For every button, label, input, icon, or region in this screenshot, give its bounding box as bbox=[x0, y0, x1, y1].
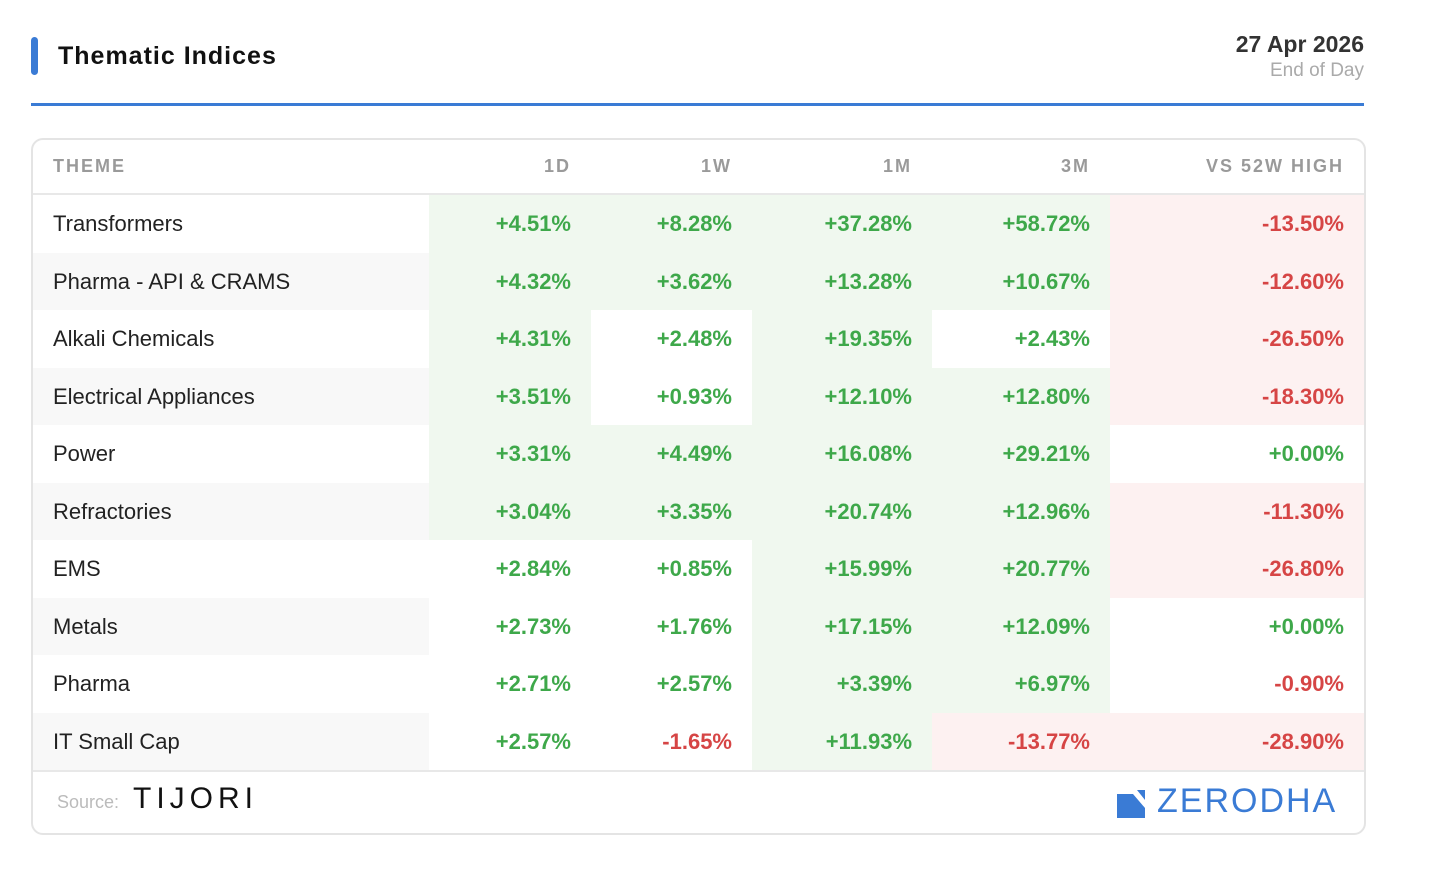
report-date-note: End of Day bbox=[1270, 60, 1364, 81]
column-header-1m[interactable]: 1M bbox=[882, 156, 912, 176]
value-cell-1w: +1.76% bbox=[591, 597, 752, 655]
value-cell-1m: +3.39% bbox=[752, 655, 932, 713]
value-cell-3m: +20.77% bbox=[932, 540, 1110, 598]
value-cell-1d: +2.71% bbox=[429, 655, 591, 713]
value-cell-1m: +20.74% bbox=[752, 482, 932, 540]
report-date: 27 Apr 2026 bbox=[1235, 31, 1364, 57]
value-cell-1m: +19.35% bbox=[752, 310, 932, 368]
value-cell-1d: +2.84% bbox=[429, 540, 591, 598]
value-cell-vs-52w-high: +0.00% bbox=[1110, 597, 1364, 655]
theme-name-cell: Pharma - API & CRAMS bbox=[33, 252, 429, 310]
value-cell-vs-52w-high: -26.50% bbox=[1110, 310, 1364, 368]
table-row[interactable]: Metals +2.73% +1.76% +17.15% +12.09% +0.00% bbox=[33, 597, 1364, 655]
theme-name-cell: Refractories bbox=[33, 482, 429, 540]
header-divider bbox=[31, 103, 1364, 106]
theme-name-cell: Alkali Chemicals bbox=[33, 310, 429, 368]
theme-name-cell: Power bbox=[33, 425, 429, 483]
value-cell-1w: +8.28% bbox=[591, 195, 752, 253]
table-row[interactable]: Power +3.31% +4.49% +16.08% +29.21% +0.00% bbox=[33, 425, 1364, 483]
value-cell-3m: +2.43% bbox=[932, 310, 1110, 368]
value-cell-1d: +4.51% bbox=[429, 195, 591, 253]
value-cell-3m: +29.21% bbox=[932, 425, 1110, 483]
value-cell-3m: +6.97% bbox=[932, 655, 1110, 713]
value-cell-vs-52w-high: -13.50% bbox=[1110, 195, 1364, 253]
value-cell-1w: +3.62% bbox=[591, 252, 752, 310]
value-cell-1m: +16.08% bbox=[752, 425, 932, 483]
title-accent-bar bbox=[31, 37, 38, 75]
value-cell-vs-52w-high: -12.60% bbox=[1110, 252, 1364, 310]
theme-name-cell: Pharma bbox=[33, 655, 429, 713]
theme-name-cell: Electrical Appliances bbox=[33, 367, 429, 425]
value-cell-1d: +2.57% bbox=[429, 712, 591, 770]
theme-name-cell: IT Small Cap bbox=[33, 712, 429, 770]
source-label: Source: bbox=[57, 792, 120, 812]
source-logo-tijori: TIJORI bbox=[133, 782, 258, 815]
table-row[interactable]: Refractories +3.04% +3.35% +20.74% +12.96% -1… bbox=[33, 482, 1364, 540]
column-header-1w[interactable]: 1W bbox=[701, 156, 732, 176]
column-header-theme[interactable]: THEME bbox=[53, 156, 126, 176]
value-cell-3m: +10.67% bbox=[932, 252, 1110, 310]
value-cell-1w: +0.85% bbox=[591, 540, 752, 598]
table-row[interactable]: Electrical Appliances +3.51% +0.93% +12.10%… bbox=[33, 367, 1364, 425]
value-cell-1m: +37.28% bbox=[752, 195, 932, 253]
value-cell-vs-52w-high: +0.00% bbox=[1110, 425, 1364, 483]
value-cell-3m: +12.80% bbox=[932, 367, 1110, 425]
zerodha-logo-icon bbox=[1117, 790, 1145, 818]
value-cell-1w: +2.48% bbox=[591, 310, 752, 368]
value-cell-3m: +12.09% bbox=[932, 597, 1110, 655]
value-cell-vs-52w-high: -11.30% bbox=[1110, 482, 1364, 540]
value-cell-1d: +2.73% bbox=[429, 597, 591, 655]
table-row[interactable]: Transformers +4.51% +8.28% +37.28% +58.72% -1… bbox=[33, 195, 1364, 253]
table-row[interactable]: Pharma +2.71% +2.57% +3.39% +6.97% -0.90% bbox=[33, 655, 1364, 713]
value-cell-1m: +11.93% bbox=[752, 712, 932, 770]
value-cell-1m: +17.15% bbox=[752, 597, 932, 655]
value-cell-vs-52w-high: -28.90% bbox=[1110, 712, 1364, 770]
value-cell-3m: -13.77% bbox=[932, 712, 1110, 770]
value-cell-3m: +58.72% bbox=[932, 195, 1110, 253]
value-cell-1w: +4.49% bbox=[591, 425, 752, 483]
page-title: Thematic Indices bbox=[58, 42, 277, 70]
value-cell-1d: +3.31% bbox=[429, 425, 591, 483]
value-cell-1d: +3.51% bbox=[429, 367, 591, 425]
value-cell-vs-52w-high: -18.30% bbox=[1110, 367, 1364, 425]
value-cell-1d: +4.31% bbox=[429, 310, 591, 368]
value-cell-1w: -1.65% bbox=[591, 712, 752, 770]
theme-name-cell: Metals bbox=[33, 597, 429, 655]
value-cell-1d: +3.04% bbox=[429, 482, 591, 540]
value-cell-3m: +12.96% bbox=[932, 482, 1110, 540]
column-header-3m[interactable]: 3M bbox=[1060, 156, 1090, 176]
value-cell-1w: +0.93% bbox=[591, 367, 752, 425]
date-block: 27 Apr 2026 End of Day bbox=[1236, 31, 1364, 82]
table-header-row: THEME 1D 1W 1M 3M VS 52W HIGH bbox=[33, 140, 1364, 195]
indices-table-card: THEME 1D 1W 1M 3M VS 52W HIGH Transformers +4.… bbox=[31, 138, 1366, 835]
brand-logo-zerodha: ZERODHA bbox=[1157, 782, 1338, 820]
column-header-vs-52w-high[interactable]: VS 52W HIGH bbox=[1205, 156, 1344, 176]
table-row[interactable]: Alkali Chemicals +4.31% +2.48% +19.35% +2.43… bbox=[33, 310, 1364, 368]
theme-name-cell: EMS bbox=[33, 540, 429, 598]
table-row[interactable]: EMS +2.84% +0.85% +15.99% +20.77% -26.80% bbox=[33, 540, 1364, 598]
column-header-1d[interactable]: 1D bbox=[543, 156, 571, 176]
value-cell-vs-52w-high: -26.80% bbox=[1110, 540, 1364, 598]
theme-name-cell: Transformers bbox=[33, 195, 429, 253]
value-cell-vs-52w-high: -0.90% bbox=[1110, 655, 1364, 713]
value-cell-1m: +15.99% bbox=[752, 540, 932, 598]
value-cell-1m: +13.28% bbox=[752, 252, 932, 310]
value-cell-1w: +3.35% bbox=[591, 482, 752, 540]
table-footer: Source: TIJORI ZERODHA bbox=[33, 770, 1364, 833]
table-row[interactable]: IT Small Cap +2.57% -1.65% +11.93% -13.77% -2… bbox=[33, 712, 1364, 770]
value-cell-1m: +12.10% bbox=[752, 367, 932, 425]
value-cell-1d: +4.32% bbox=[429, 252, 591, 310]
table-row[interactable]: Pharma - API & CRAMS +4.32% +3.62% +13.28% +… bbox=[33, 252, 1364, 310]
value-cell-1w: +2.57% bbox=[591, 655, 752, 713]
